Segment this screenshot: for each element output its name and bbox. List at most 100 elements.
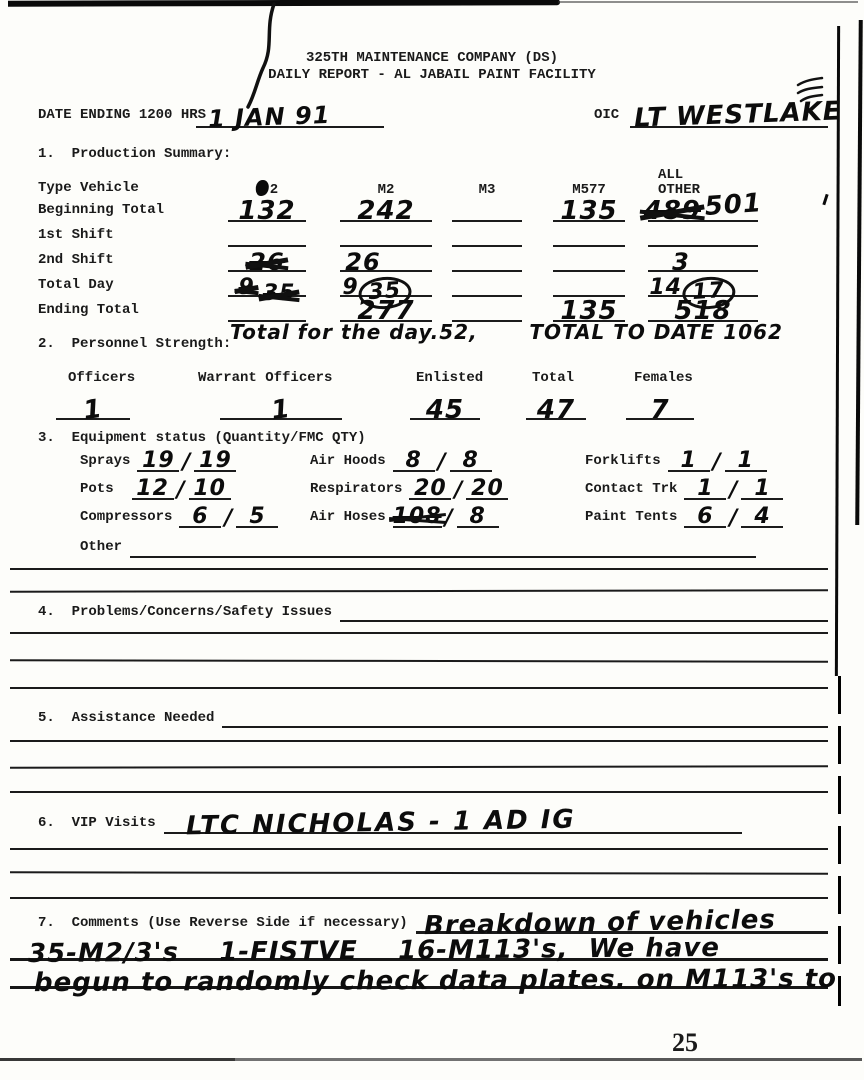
type-vehicle-cell: Type Vehicle [38, 166, 228, 200]
cell-shift1-c1 [228, 221, 306, 247]
blank-line [9, 659, 829, 663]
cell-shift1-c5 [648, 221, 758, 247]
equip-compressors: Compressors 6 / 5 [80, 504, 279, 530]
warrant-officers-value: 1 [269, 393, 293, 427]
air-hoods-fmc: 8 [449, 448, 492, 472]
oic-value: LT WESTLAKE [633, 96, 843, 134]
slash: / [182, 450, 192, 475]
air-hoses-fmc: 8 [456, 504, 499, 528]
paint-tents-fmc: 4 [741, 504, 784, 528]
slash: / [176, 478, 186, 503]
row-total-day: Total Day 9 35 9 35 14 17 [38, 271, 762, 311]
cell-shift2-c4 [553, 246, 625, 272]
equipment-heading: 3. Equipment status (Quantity/FMC QTY) [38, 430, 366, 446]
air-hoods-qty: 8 [392, 448, 435, 472]
problems-row: 4. Problems/Concerns/Safety Issues [38, 600, 828, 622]
comments-line3-row: begun to randomly check data plates. on … [10, 958, 837, 998]
blank-line [10, 632, 828, 634]
cell-ending-c4: 135 [553, 296, 625, 324]
cell-beginning-c1: 132 [228, 196, 306, 224]
date-ending-label: DATE ENDING 1200 HRS [38, 107, 207, 123]
cell-ending-c5: 518 [648, 296, 758, 324]
equip-air-hoods: Air Hoods 8 / 8 [310, 448, 492, 474]
enlisted-value: 45 [425, 395, 465, 425]
equip-contact-trk: Contact Trk 1 / 1 [585, 476, 784, 503]
oic-value-line: LT WESTLAKE [630, 92, 842, 134]
production-header-row: Type Vehicle 2 M2 M3 M577 ALL OTHER [38, 166, 762, 200]
comments-line1-rule: Breakdown of vehicles [415, 901, 828, 941]
handwritten-totals-note: Total for the day.52, TOTAL TO DATE 1062 [230, 322, 783, 344]
blank-line [9, 589, 829, 593]
cell-totalday-c2: 9 35 [340, 271, 432, 311]
paint-tents-qty: 6 [684, 504, 727, 528]
equip-paint-tents: Paint Tents 6 / 4 [585, 504, 784, 531]
contact-trk-qty: 1 [684, 476, 727, 500]
sprays-fmc: 19 [194, 448, 237, 472]
struck-value: 26 [249, 248, 285, 276]
cell-shift1-c4 [553, 221, 625, 247]
field-total: Total 47 [526, 370, 586, 425]
row-label: Total Day [38, 277, 114, 293]
respirators-qty: 20 [409, 476, 452, 500]
equip-respirators: Respirators 20 / 20 [310, 476, 509, 503]
sprays-label: Sprays [80, 453, 131, 469]
slash: / [454, 478, 464, 503]
cell-shift2-c5: 3 [648, 246, 758, 274]
type-vehicle-label: Type Vehicle [38, 180, 139, 196]
cell-beginning-c3 [452, 196, 522, 222]
blank-line [10, 687, 828, 689]
date-value: 1 JAN 91 [207, 100, 331, 134]
struck-value: 489 [643, 196, 701, 226]
vip-row: 6. VIP Visits LTC NICHOLAS - 1 AD IG [38, 804, 742, 841]
vip-heading: 6. VIP Visits [38, 815, 156, 831]
cell-beginning-c2: 242 [340, 196, 432, 224]
forklifts-qty: 1 [667, 448, 710, 472]
females-value: 7 [650, 395, 670, 425]
air-hoods-label: Air Hoods [310, 453, 386, 469]
col4-label: M577 [572, 182, 606, 198]
officers-label: Officers [68, 370, 136, 386]
document-title-line1: 325TH MAINTENANCE COMPANY (DS) [305, 50, 559, 66]
row-1st-shift: 1st Shift [38, 221, 762, 247]
pots-qty: 12 [131, 476, 174, 500]
cell-totalday-c5: 14 17 [648, 271, 758, 311]
total-label: Total [532, 370, 575, 386]
slash: / [444, 506, 454, 531]
comments-row: 7. Comments (Use Reverse Side if necessa… [38, 901, 828, 941]
top-scan-streak-faint-artifact [558, 1, 858, 3]
pots-fmc: 10 [188, 476, 231, 500]
equip-sprays: Sprays 19 / 19 [80, 448, 237, 475]
assistance-blank-line [222, 704, 828, 728]
stray-tick-artifact [822, 193, 829, 206]
other-blank-line [130, 532, 756, 558]
contact-trk-fmc: 1 [741, 476, 784, 500]
production-heading: 1. Production Summary: [38, 146, 232, 162]
pots-label: Pots [80, 481, 114, 497]
row-label: 1st Shift [38, 227, 114, 243]
row-label: Beginning Total [38, 202, 165, 218]
forklifts-fmc: 1 [724, 448, 767, 472]
equip-pots: Pots 12 / 10 [80, 476, 231, 503]
row-label: 2nd Shift [38, 252, 114, 268]
blank-line [10, 740, 828, 742]
contact-trk-label: Contact Trk [585, 481, 678, 497]
respirators-label: Respirators [310, 481, 403, 497]
slash: / [729, 478, 739, 503]
col5-label: OTHER [658, 182, 701, 198]
value: 9 [342, 275, 359, 300]
slash: / [712, 450, 722, 475]
cell-shift2-c3 [452, 246, 522, 272]
struck-value: 35 [262, 281, 296, 306]
equip-forklifts: Forklifts 1 / 1 [585, 448, 767, 475]
personnel-fields: Officers 1 Warrant Officers 1 Enlisted 4… [38, 370, 828, 426]
blank-line [10, 848, 828, 850]
enlisted-label: Enlisted [416, 370, 484, 386]
total-value: 47 [536, 395, 576, 425]
comments-line2-row: 35-M2/3's 1-FISTVE 16-M113's, We have [10, 930, 828, 969]
blank-line [10, 568, 828, 570]
comments-heading: 7. Comments (Use Reverse Side if necessa… [38, 915, 408, 931]
compressors-fmc: 5 [236, 504, 279, 528]
blank-line [9, 871, 829, 875]
slash: / [729, 506, 739, 531]
row-2nd-shift: 2nd Shift 26 26 3 [38, 246, 762, 276]
